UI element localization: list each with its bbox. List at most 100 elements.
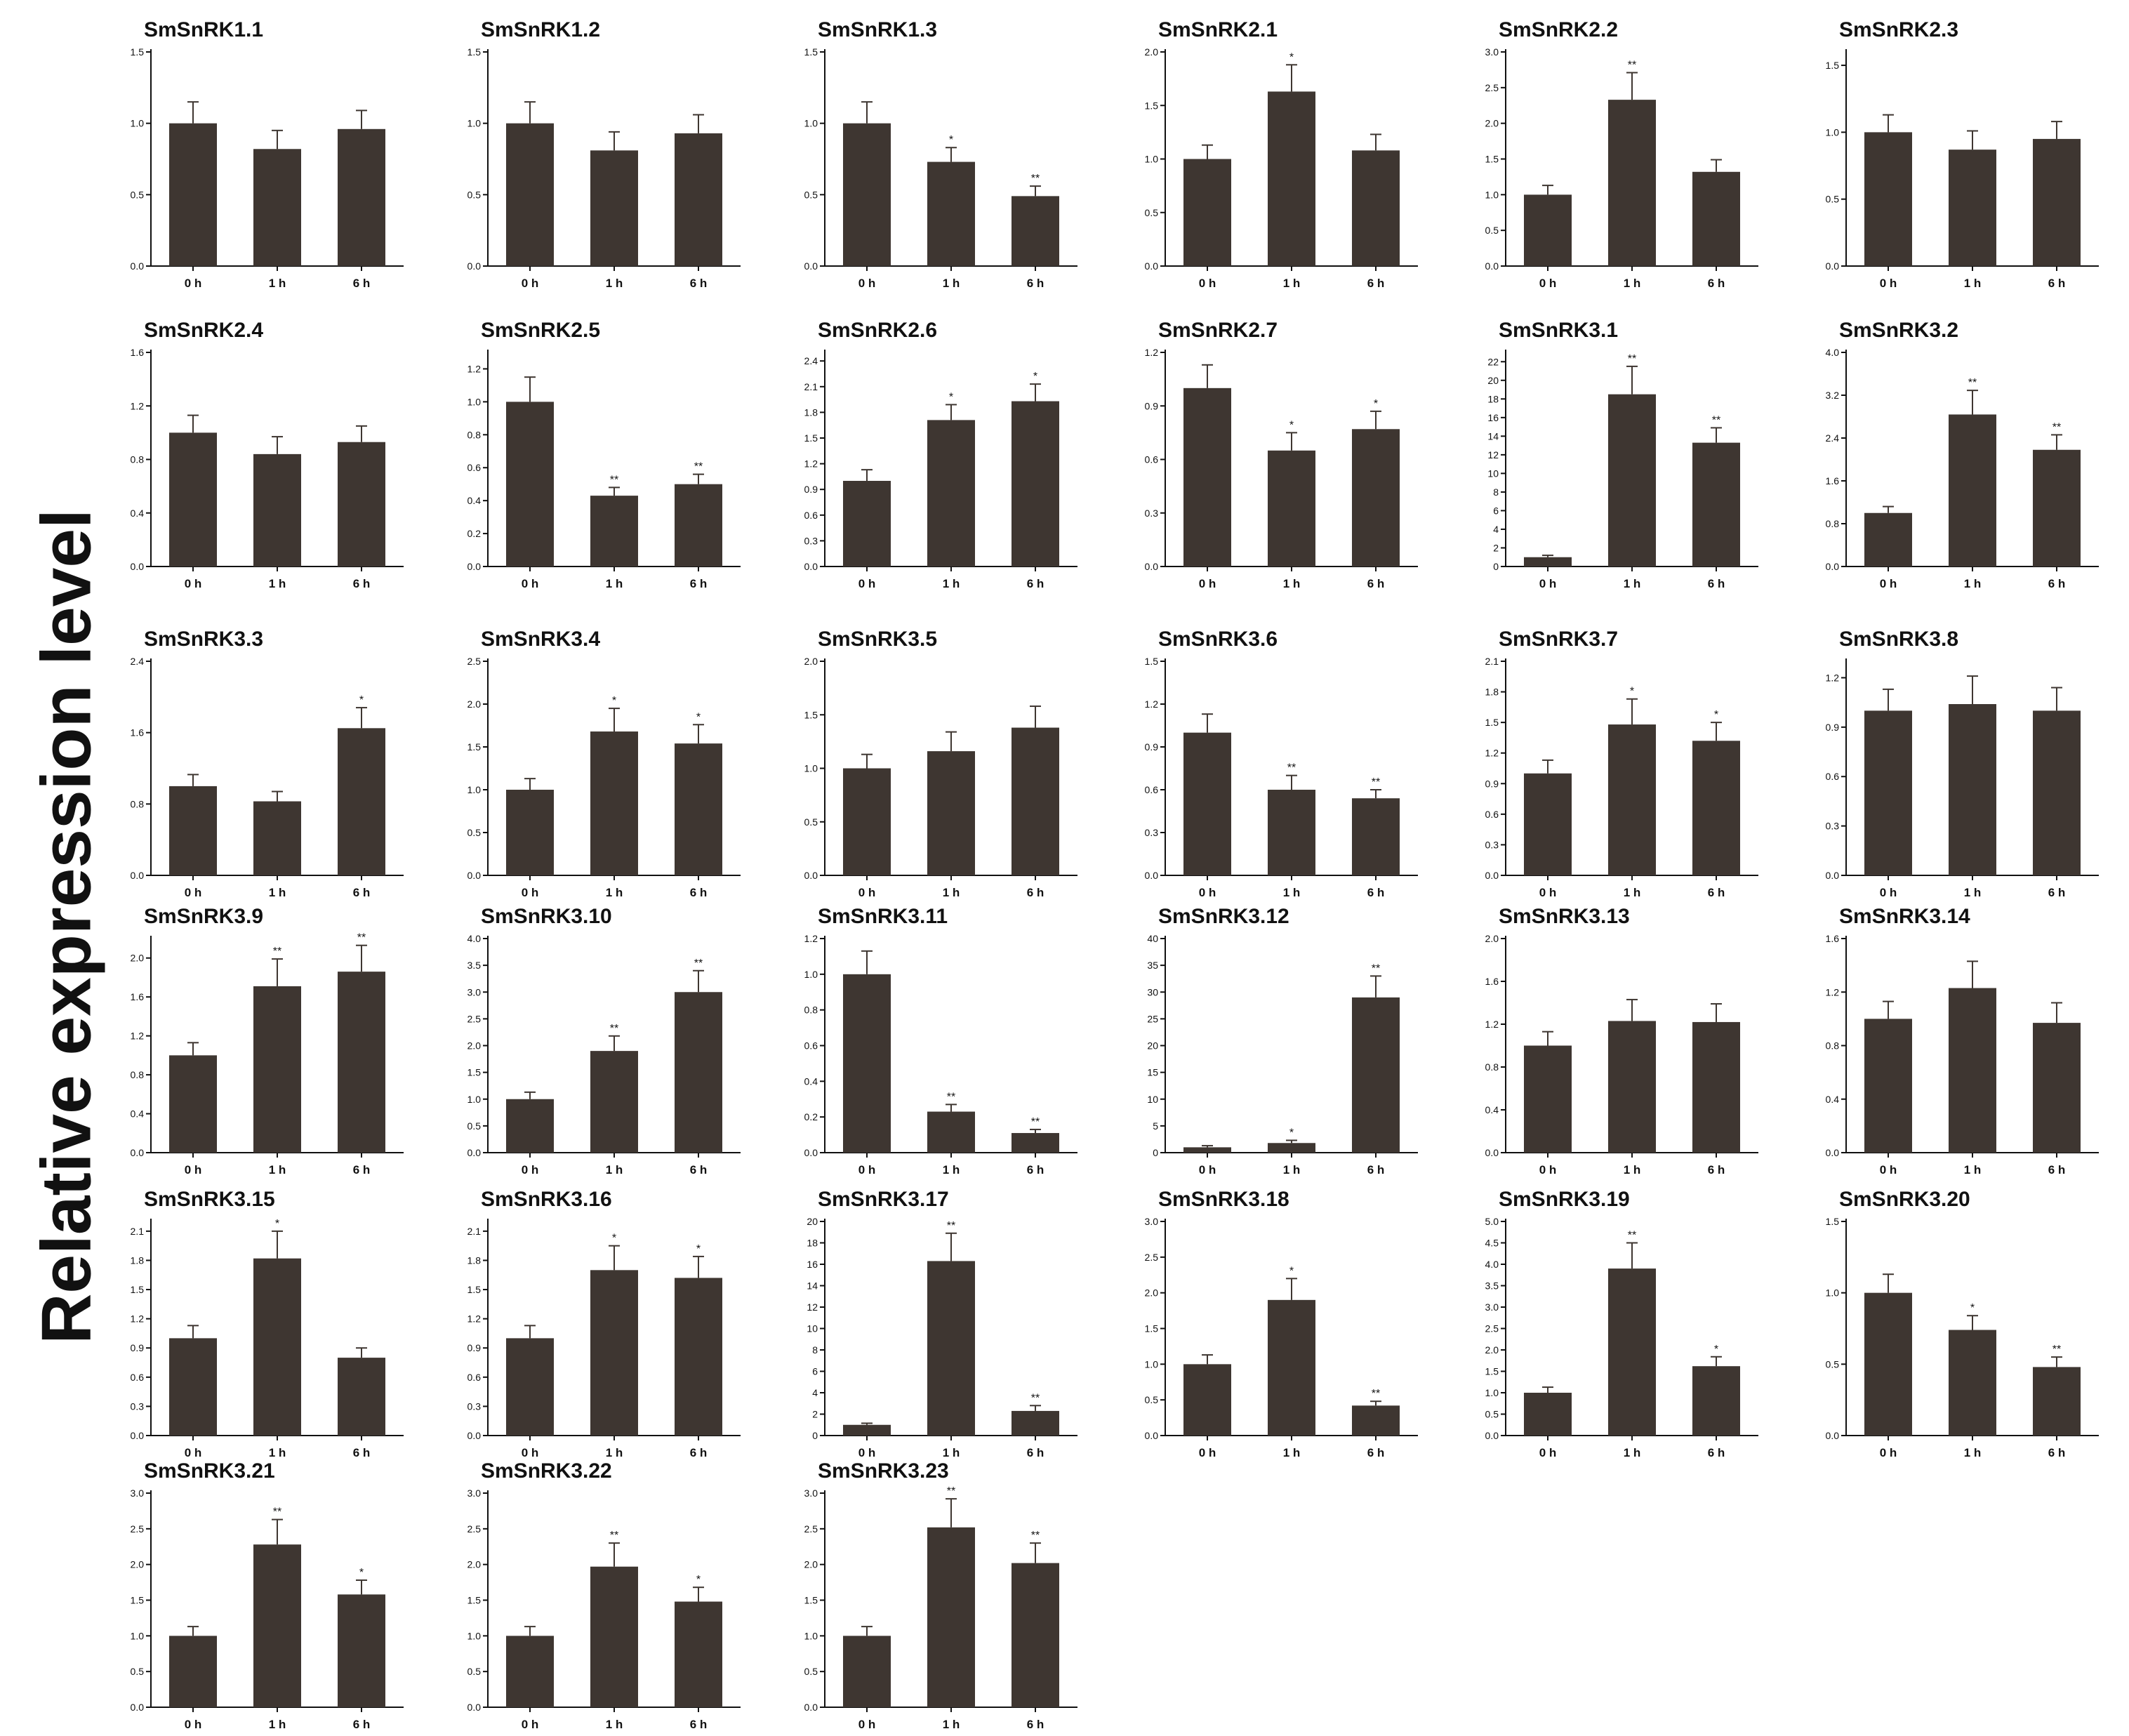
chart-title: SmSnRK3.21 [144,1459,275,1483]
x-tick-label: 0 h [858,886,876,899]
y-tick-label: 35 [1147,960,1158,971]
chart-title: SmSnRK2.4 [144,319,263,342]
y-tick-label: 10 [1147,1094,1158,1105]
y-tick-label: 2.0 [467,1559,482,1570]
y-tick-label: 0.0 [1826,561,1840,572]
y-tick-label: 1.5 [1485,1366,1499,1377]
x-tick-label: 0 h [1539,277,1557,290]
y-tick-label: 10 [1487,468,1499,479]
x-tick-label: 1 h [943,1446,960,1459]
y-tick-label: 2.0 [131,953,145,964]
bar [1949,1330,1996,1436]
bar [843,1636,891,1707]
y-tick-label: 12 [807,1301,818,1313]
x-tick-label: 6 h [1708,1446,1725,1459]
y-tick-label: 1.8 [804,406,818,418]
y-tick-label: 14 [807,1280,818,1292]
y-tick-label: 0.5 [804,189,818,200]
chart-title: SmSnRK2.6 [818,319,937,342]
bar [1524,1393,1572,1436]
y-tick-label: 16 [807,1259,818,1270]
bar [1524,557,1572,566]
significance-marker: ** [2052,1344,2061,1356]
chart-title: SmSnRK3.1 [1499,319,1618,342]
x-tick-label: 0 h [1880,1446,1897,1459]
y-tick-label: 3.0 [467,986,482,998]
significance-marker: * [1289,419,1294,431]
x-tick-label: 0 h [185,1163,202,1177]
y-tick-label: 0.5 [1145,207,1159,218]
x-tick-label: 6 h [1367,1163,1385,1177]
chart-panel: SmSnRK1.1 0.0 0.5 1.0 1.5 0 h 1 h 6 h [131,18,404,290]
y-tick-label: 0.0 [131,870,145,881]
bar [253,149,301,266]
bar [843,481,891,566]
x-tick-label: 6 h [1708,277,1725,290]
y-tick-label: 1.2 [131,1313,145,1325]
y-tick-label: 1.5 [467,46,482,58]
y-tick-label: 0.0 [1826,1147,1840,1158]
bar [2033,138,2081,266]
y-tick-label: 2.5 [467,656,482,667]
y-tick-label: 0.8 [131,798,145,809]
x-tick-label: 1 h [269,277,286,290]
x-tick-label: 1 h [606,1446,623,1459]
y-tick-label: 0.6 [1145,784,1159,795]
y-tick-label: 3.0 [1145,1216,1159,1227]
y-tick-label: 1.0 [1145,1358,1159,1370]
x-tick-label: 6 h [1027,886,1044,899]
y-tick-label: 0.6 [1826,771,1840,782]
chart-panel: SmSnRK2.1 0.0 0.5 1.0 1.5 2.0 0 h * 1 h 6 h [1145,18,1418,290]
x-tick-label: 0 h [185,277,202,290]
x-tick-label: 6 h [690,1163,708,1177]
y-tick-label: 1.5 [804,432,818,444]
bar [506,1338,554,1436]
x-tick-label: 1 h [1624,277,1641,290]
chart-title: SmSnRK3.4 [481,628,600,651]
x-tick-label: 6 h [353,1718,371,1731]
y-tick-label: 8 [1493,486,1499,498]
y-tick-label: 1.5 [804,709,818,720]
bar [1268,450,1315,566]
chart-panel: SmSnRK3.21 0.0 0.5 1.0 1.5 2.0 2.5 3.0 0 h ** 1 h *… [131,1459,404,1731]
x-tick-label: 6 h [1027,1446,1044,1459]
chart-panel: SmSnRK3.18 0.0 0.5 1.0 1.5 2.0 2.5 3.0 0 h * 1 h **… [1145,1188,1418,1459]
y-tick-label: 0.5 [1145,1394,1159,1405]
bar [253,986,301,1153]
x-tick-label: 0 h [1199,277,1216,290]
y-tick-label: 4.0 [467,933,482,944]
y-tick-label: 2.0 [1145,46,1159,58]
y-tick-label: 1.2 [467,1313,482,1325]
y-tick-label: 20 [807,1216,818,1227]
bar [169,786,217,875]
x-tick-label: 1 h [943,886,960,899]
y-tick-label: 1.0 [467,118,482,129]
y-tick-label: 2.5 [804,1523,818,1535]
significance-marker: * [359,694,364,706]
bar [1692,1021,1740,1153]
y-tick-label: 1.0 [1485,1387,1499,1398]
bar [338,972,385,1153]
chart-title: SmSnRK1.1 [144,18,263,41]
chart-panel: SmSnRK2.5 0.0 0.2 0.4 0.6 0.8 1.0 1.2 0 h ** 1 h **… [467,319,741,590]
y-tick-label: 1.2 [1145,347,1159,358]
chart-panel: SmSnRK3.13 0.0 0.4 0.8 1.2 1.6 2.0 0 h 1 h 6 h [1485,905,1758,1177]
bar [1864,710,1912,875]
significance-marker: * [612,1233,616,1245]
bar [1949,704,1996,875]
chart-panel: SmSnRK3.16 0.0 0.3 0.6 0.9 1.2 1.5 1.8 2.1 0 h * 1 … [467,1188,741,1459]
y-tick-label: 1.0 [1145,154,1159,165]
y-tick-label: 1.2 [804,933,818,944]
chart-panel: SmSnRK3.19 0.0 0.5 1.0 1.5 2.0 2.5 3.0 3.5 4.0 4.5… [1485,1188,1758,1459]
chart-panel: SmSnRK1.2 0.0 0.5 1.0 1.5 0 h 1 h 6 h [467,18,741,290]
y-tick-label: 0.8 [131,1069,145,1080]
x-tick-label: 1 h [943,1163,960,1177]
significance-marker: ** [694,958,703,969]
bar [1524,773,1572,875]
y-tick-label: 0.3 [1145,827,1159,838]
y-tick-label: 2.0 [467,1040,482,1052]
chart-panel: SmSnRK2.7 0.0 0.3 0.6 0.9 1.2 0 h * 1 h * 6 h [1145,319,1418,590]
y-tick-label: 30 [1147,986,1158,998]
bar [1608,1021,1656,1153]
x-tick-label: 6 h [2048,1446,2066,1459]
